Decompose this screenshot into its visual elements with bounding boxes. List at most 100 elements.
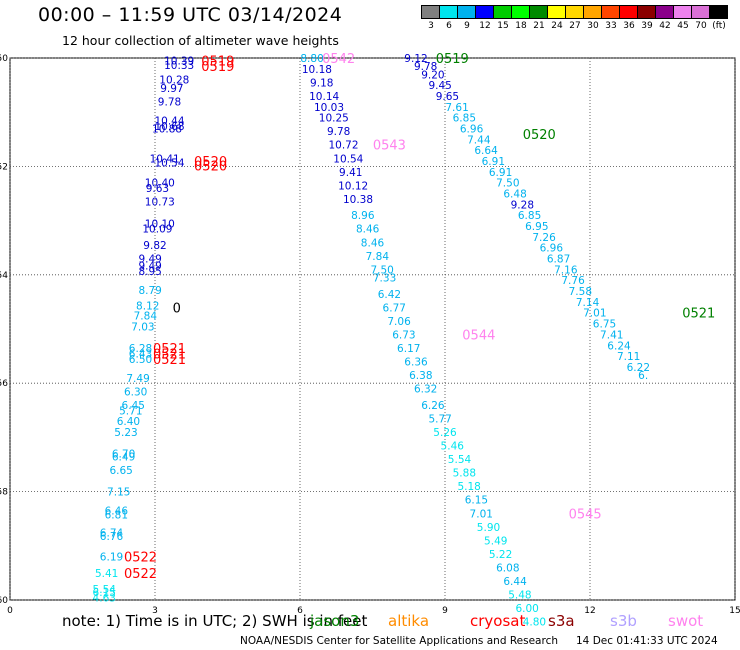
swh-value: 6.96 <box>540 243 564 255</box>
footer-credit: NOAA/NESDIS Center for Satellite Applica… <box>240 635 718 647</box>
swh-value: 8.79 <box>138 285 161 297</box>
swh-value: 9.20 <box>421 69 444 81</box>
colorbar-label: 18 <box>515 21 527 31</box>
pass-label: 0542 <box>322 52 355 67</box>
swh-value: 7.15 <box>107 487 130 499</box>
swh-value: 6.73 <box>392 329 415 341</box>
x-tick-label: 6 <box>297 606 303 616</box>
swh-value: 9.49 <box>138 254 161 266</box>
swh-value: 6.40 <box>117 416 140 428</box>
satellite-legend-s3a: s3a <box>548 612 575 630</box>
swh-value: 6.91 <box>489 167 512 179</box>
swh-value: 7.14 <box>576 297 600 309</box>
swh-value: 5.90 <box>477 522 500 534</box>
x-tick-label: 15 <box>729 606 740 616</box>
swh-value: 10.73 <box>145 197 175 209</box>
swh-value: 4.80 <box>523 617 546 629</box>
swh-value: 6.32 <box>414 384 437 396</box>
swh-value: 6.08 <box>496 562 519 574</box>
swh-value: 9.78 <box>158 96 181 108</box>
pass-label: 0519 <box>201 60 234 75</box>
swh-value: 10.12 <box>338 180 368 192</box>
swh-value: 8.96 <box>351 210 375 222</box>
swh-value: 10.68 <box>154 121 184 133</box>
swh-value: 6.44 <box>503 576 527 588</box>
pass-label: 0543 <box>373 139 406 154</box>
swh-value: 10.54 <box>333 153 363 165</box>
chart-title: 00:00 – 11:59 UTC 03/14/2024 <box>38 4 343 26</box>
colorbar-label: 6 <box>446 21 452 31</box>
colorbar-label: 30 <box>587 21 599 31</box>
swh-value: 6.19 <box>100 552 123 564</box>
swh-value: 7.33 <box>373 273 396 285</box>
swh-value: 6.64 <box>474 145 498 157</box>
pass-label: 0521 <box>153 342 186 357</box>
swh-value: 6.15 <box>465 495 488 507</box>
swh-value: 6.85 <box>518 210 541 222</box>
swh-value: 10.18 <box>302 64 332 76</box>
swh-value: 10.54 <box>154 158 184 170</box>
swh-value: 7.58 <box>569 286 592 298</box>
x-tick-label: 12 <box>584 606 595 616</box>
swh-value: 5.48 <box>508 590 531 602</box>
swh-value: 6. <box>638 370 648 382</box>
swh-value: 6.36 <box>404 357 428 369</box>
swh-value: 4.63 <box>93 592 116 604</box>
swh-value: 10.09 <box>142 224 172 236</box>
swh-value: 6.49 <box>112 451 135 463</box>
swh-value: 10.38 <box>343 194 373 206</box>
swh-value: 5.22 <box>489 549 512 561</box>
swh-value: 9.82 <box>143 240 166 252</box>
swh-value: 8.95 <box>138 266 161 278</box>
pass-label: 0521 <box>153 353 186 368</box>
swh-value: 5.88 <box>453 468 476 480</box>
swh-value: 10.72 <box>328 140 358 152</box>
swh-value: 10.10 <box>145 218 175 230</box>
pass-label: 0545 <box>569 507 602 522</box>
swh-value: 6.30 <box>124 386 147 398</box>
swh-value: 9.28 <box>511 199 534 211</box>
swh-value: 6.15 <box>93 587 116 599</box>
satellite-legend-cryosat: cryosat <box>470 612 526 630</box>
swh-value: 6.81 <box>105 509 128 521</box>
swh-value: 5.41 <box>95 568 118 580</box>
pass-label: 0521 <box>153 347 186 362</box>
swh-value: 7.03 <box>131 321 154 333</box>
y-tick-label: -58 <box>0 488 8 498</box>
swh-value: 6.76 <box>100 531 124 543</box>
swh-value: 5.71 <box>119 405 142 417</box>
colorbar-label: 24 <box>551 21 563 31</box>
colorbar-label: 9 <box>464 21 470 31</box>
swh-value: 7.50 <box>496 178 519 190</box>
swh-value: 5.23 <box>114 427 137 439</box>
colorbar-label: 15 <box>497 21 509 31</box>
pass-label: 0522 <box>124 567 157 582</box>
swh-value: 5.54 <box>448 454 472 466</box>
swh-value: 9.78 <box>414 61 437 73</box>
swh-value: 10.88 <box>152 123 182 135</box>
y-tick-label: -54 <box>0 271 8 281</box>
colorbar-label: (ft) <box>712 21 726 31</box>
swh-value: 7.11 <box>617 351 640 363</box>
pass-label: 0520 <box>194 155 227 170</box>
swh-value: 6.85 <box>453 113 476 125</box>
swh-value: 6.24 <box>607 340 631 352</box>
swh-value: 6.77 <box>383 302 406 314</box>
colorbar-label: 27 <box>569 21 581 31</box>
swh-value: 6.42 <box>378 289 401 301</box>
swh-value: 10.39 <box>164 56 194 68</box>
swh-value: 6.22 <box>627 362 650 374</box>
pass-label: 0519 <box>436 52 469 67</box>
swh-value: 7.84 <box>366 251 390 263</box>
swh-value: 10.41 <box>150 153 180 165</box>
colorbar-label: 39 <box>641 21 653 31</box>
colorbar-label: 21 <box>533 21 545 31</box>
x-tick-label: 0 <box>7 606 13 616</box>
satellite-legend-s3b: s3b <box>610 612 637 630</box>
colorbar-label: 36 <box>623 21 635 31</box>
swh-value: 7.76 <box>561 275 585 287</box>
satellite-legend-altika: altika <box>388 612 430 630</box>
swh-value: 8.46 <box>356 224 380 236</box>
satellite-legend-swot: swot <box>668 612 704 630</box>
swh-value: 7.26 <box>532 232 556 244</box>
